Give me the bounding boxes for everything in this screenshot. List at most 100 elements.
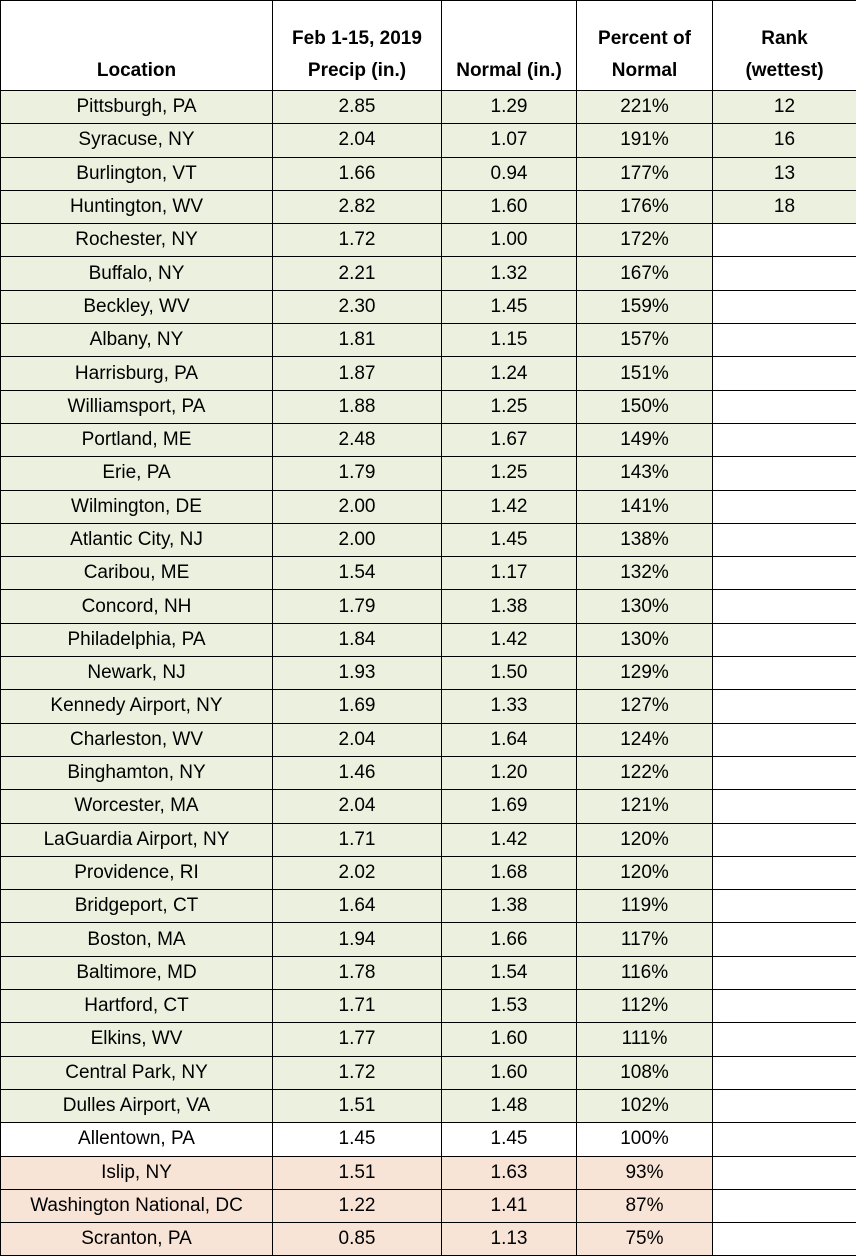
table-row: Portland, ME 2.48 1.67 149% <box>0 422 856 458</box>
table-cell: Philadelphia, PA <box>0 622 273 658</box>
table-cell: 141% <box>576 489 713 524</box>
table-row: Worcester, MA 2.04 1.69 121% <box>0 789 856 824</box>
table-row: Baltimore, MD 1.78 1.54 116% <box>0 955 856 991</box>
table-row: Erie, PA 1.79 1.25 143% <box>0 456 856 491</box>
table-cell: 1.45 <box>272 1122 442 1157</box>
header-text: Feb 1-15, 2019 <box>292 28 422 49</box>
table-cell <box>712 789 856 824</box>
table-cell: 102% <box>576 1088 713 1124</box>
table-row: Syracuse, NY 2.04 1.07 191% 16 <box>0 123 856 158</box>
table-cell: Dulles Airport, VA <box>0 1088 273 1124</box>
table-cell <box>712 389 856 424</box>
table-cell: 2.21 <box>272 256 442 291</box>
table-cell <box>712 422 856 458</box>
header-text: Precip (in.) <box>307 60 407 81</box>
table-cell <box>712 855 856 891</box>
table-cell: Elkins, WV <box>0 1022 273 1057</box>
table-cell: 129% <box>576 656 713 691</box>
table-cell: 1.71 <box>272 822 442 857</box>
table-cell: Rochester, NY <box>0 223 273 258</box>
table-cell: 1.32 <box>441 256 577 291</box>
table-cell: 1.42 <box>441 822 577 857</box>
table-cell: LaGuardia Airport, NY <box>0 822 273 857</box>
table-row: Hartford, CT 1.71 1.53 112% <box>0 989 856 1024</box>
table-cell: 18 <box>712 189 856 225</box>
table-cell: Syracuse, NY <box>0 123 273 158</box>
table-cell <box>712 722 856 757</box>
table-cell <box>712 1188 856 1224</box>
table-cell: Burlington, VT <box>0 156 273 191</box>
table-cell <box>712 556 856 591</box>
header-cell: Rank (wettest) <box>712 0 856 91</box>
header-text: Rank <box>761 28 808 49</box>
table-cell: 1.48 <box>441 1088 577 1124</box>
table-cell: Portland, ME <box>0 422 273 458</box>
table-cell: 111% <box>576 1022 713 1057</box>
table-cell: 1.68 <box>441 855 577 891</box>
table-row: Atlantic City, NJ 2.00 1.45 138% <box>0 522 856 558</box>
table-cell: Beckley, WV <box>0 289 273 325</box>
table-cell <box>712 1222 856 1256</box>
table-cell <box>712 589 856 624</box>
table-cell: 1.64 <box>441 722 577 757</box>
table-cell: 1.24 <box>441 356 577 391</box>
table-cell: 108% <box>576 1055 713 1090</box>
table-cell: 2.00 <box>272 489 442 524</box>
table-row: Williamsport, PA 1.88 1.25 150% <box>0 389 856 424</box>
table-cell <box>712 622 856 658</box>
table-cell: Providence, RI <box>0 855 273 891</box>
table-cell: Islip, NY <box>0 1155 273 1190</box>
table-cell <box>712 456 856 491</box>
table-row: Central Park, NY 1.72 1.60 108% <box>0 1055 856 1090</box>
table-cell: 119% <box>576 889 713 924</box>
table-cell: 1.42 <box>441 489 577 524</box>
table-cell: 1.45 <box>441 522 577 558</box>
table-cell: 221% <box>576 89 713 125</box>
table-cell: 157% <box>576 323 713 358</box>
table-cell: 1.88 <box>272 389 442 424</box>
header-cell: Percent of Normal <box>576 0 713 91</box>
table-cell: 100% <box>576 1122 713 1157</box>
table-row: Concord, NH 1.79 1.38 130% <box>0 589 856 624</box>
table-cell: 1.46 <box>272 755 442 791</box>
table-cell <box>712 223 856 258</box>
table-cell: Scranton, PA <box>0 1222 273 1256</box>
table-row: LaGuardia Airport, NY 1.71 1.42 120% <box>0 822 856 857</box>
table-cell: 2.82 <box>272 189 442 225</box>
table-cell <box>712 1022 856 1057</box>
table-cell <box>712 489 856 524</box>
table-cell: 75% <box>576 1222 713 1256</box>
table-cell: 1.51 <box>272 1155 442 1190</box>
table-cell: Pittsburgh, PA <box>0 89 273 125</box>
table-cell: 150% <box>576 389 713 424</box>
table-cell: 1.93 <box>272 656 442 691</box>
table-cell: Wilmington, DE <box>0 489 273 524</box>
table-cell <box>712 356 856 391</box>
table-cell: 1.41 <box>441 1188 577 1224</box>
table-cell: Huntington, WV <box>0 189 273 225</box>
header-text: Normal (in.) <box>456 60 562 81</box>
table-cell: 177% <box>576 156 713 191</box>
table-cell <box>712 256 856 291</box>
table-cell <box>712 656 856 691</box>
table-cell: Baltimore, MD <box>0 955 273 991</box>
table-cell: 2.30 <box>272 289 442 325</box>
table-row: Caribou, ME 1.54 1.17 132% <box>0 556 856 591</box>
table-cell: 1.45 <box>441 289 577 325</box>
table-cell: 130% <box>576 589 713 624</box>
table-cell: 130% <box>576 622 713 658</box>
table-cell: 1.15 <box>441 323 577 358</box>
table-row: Beckley, WV 2.30 1.45 159% <box>0 289 856 325</box>
table-cell: 1.07 <box>441 123 577 158</box>
table-cell: 159% <box>576 289 713 325</box>
table-cell: Albany, NY <box>0 323 273 358</box>
table-row: Dulles Airport, VA 1.51 1.48 102% <box>0 1088 856 1124</box>
table-row: Harrisburg, PA 1.87 1.24 151% <box>0 356 856 391</box>
table-cell: Boston, MA <box>0 922 273 957</box>
table-cell: Erie, PA <box>0 456 273 491</box>
table-cell: 138% <box>576 522 713 558</box>
table-cell: Concord, NH <box>0 589 273 624</box>
table-cell <box>712 289 856 325</box>
table-cell: Williamsport, PA <box>0 389 273 424</box>
table-cell: 1.60 <box>441 1055 577 1090</box>
